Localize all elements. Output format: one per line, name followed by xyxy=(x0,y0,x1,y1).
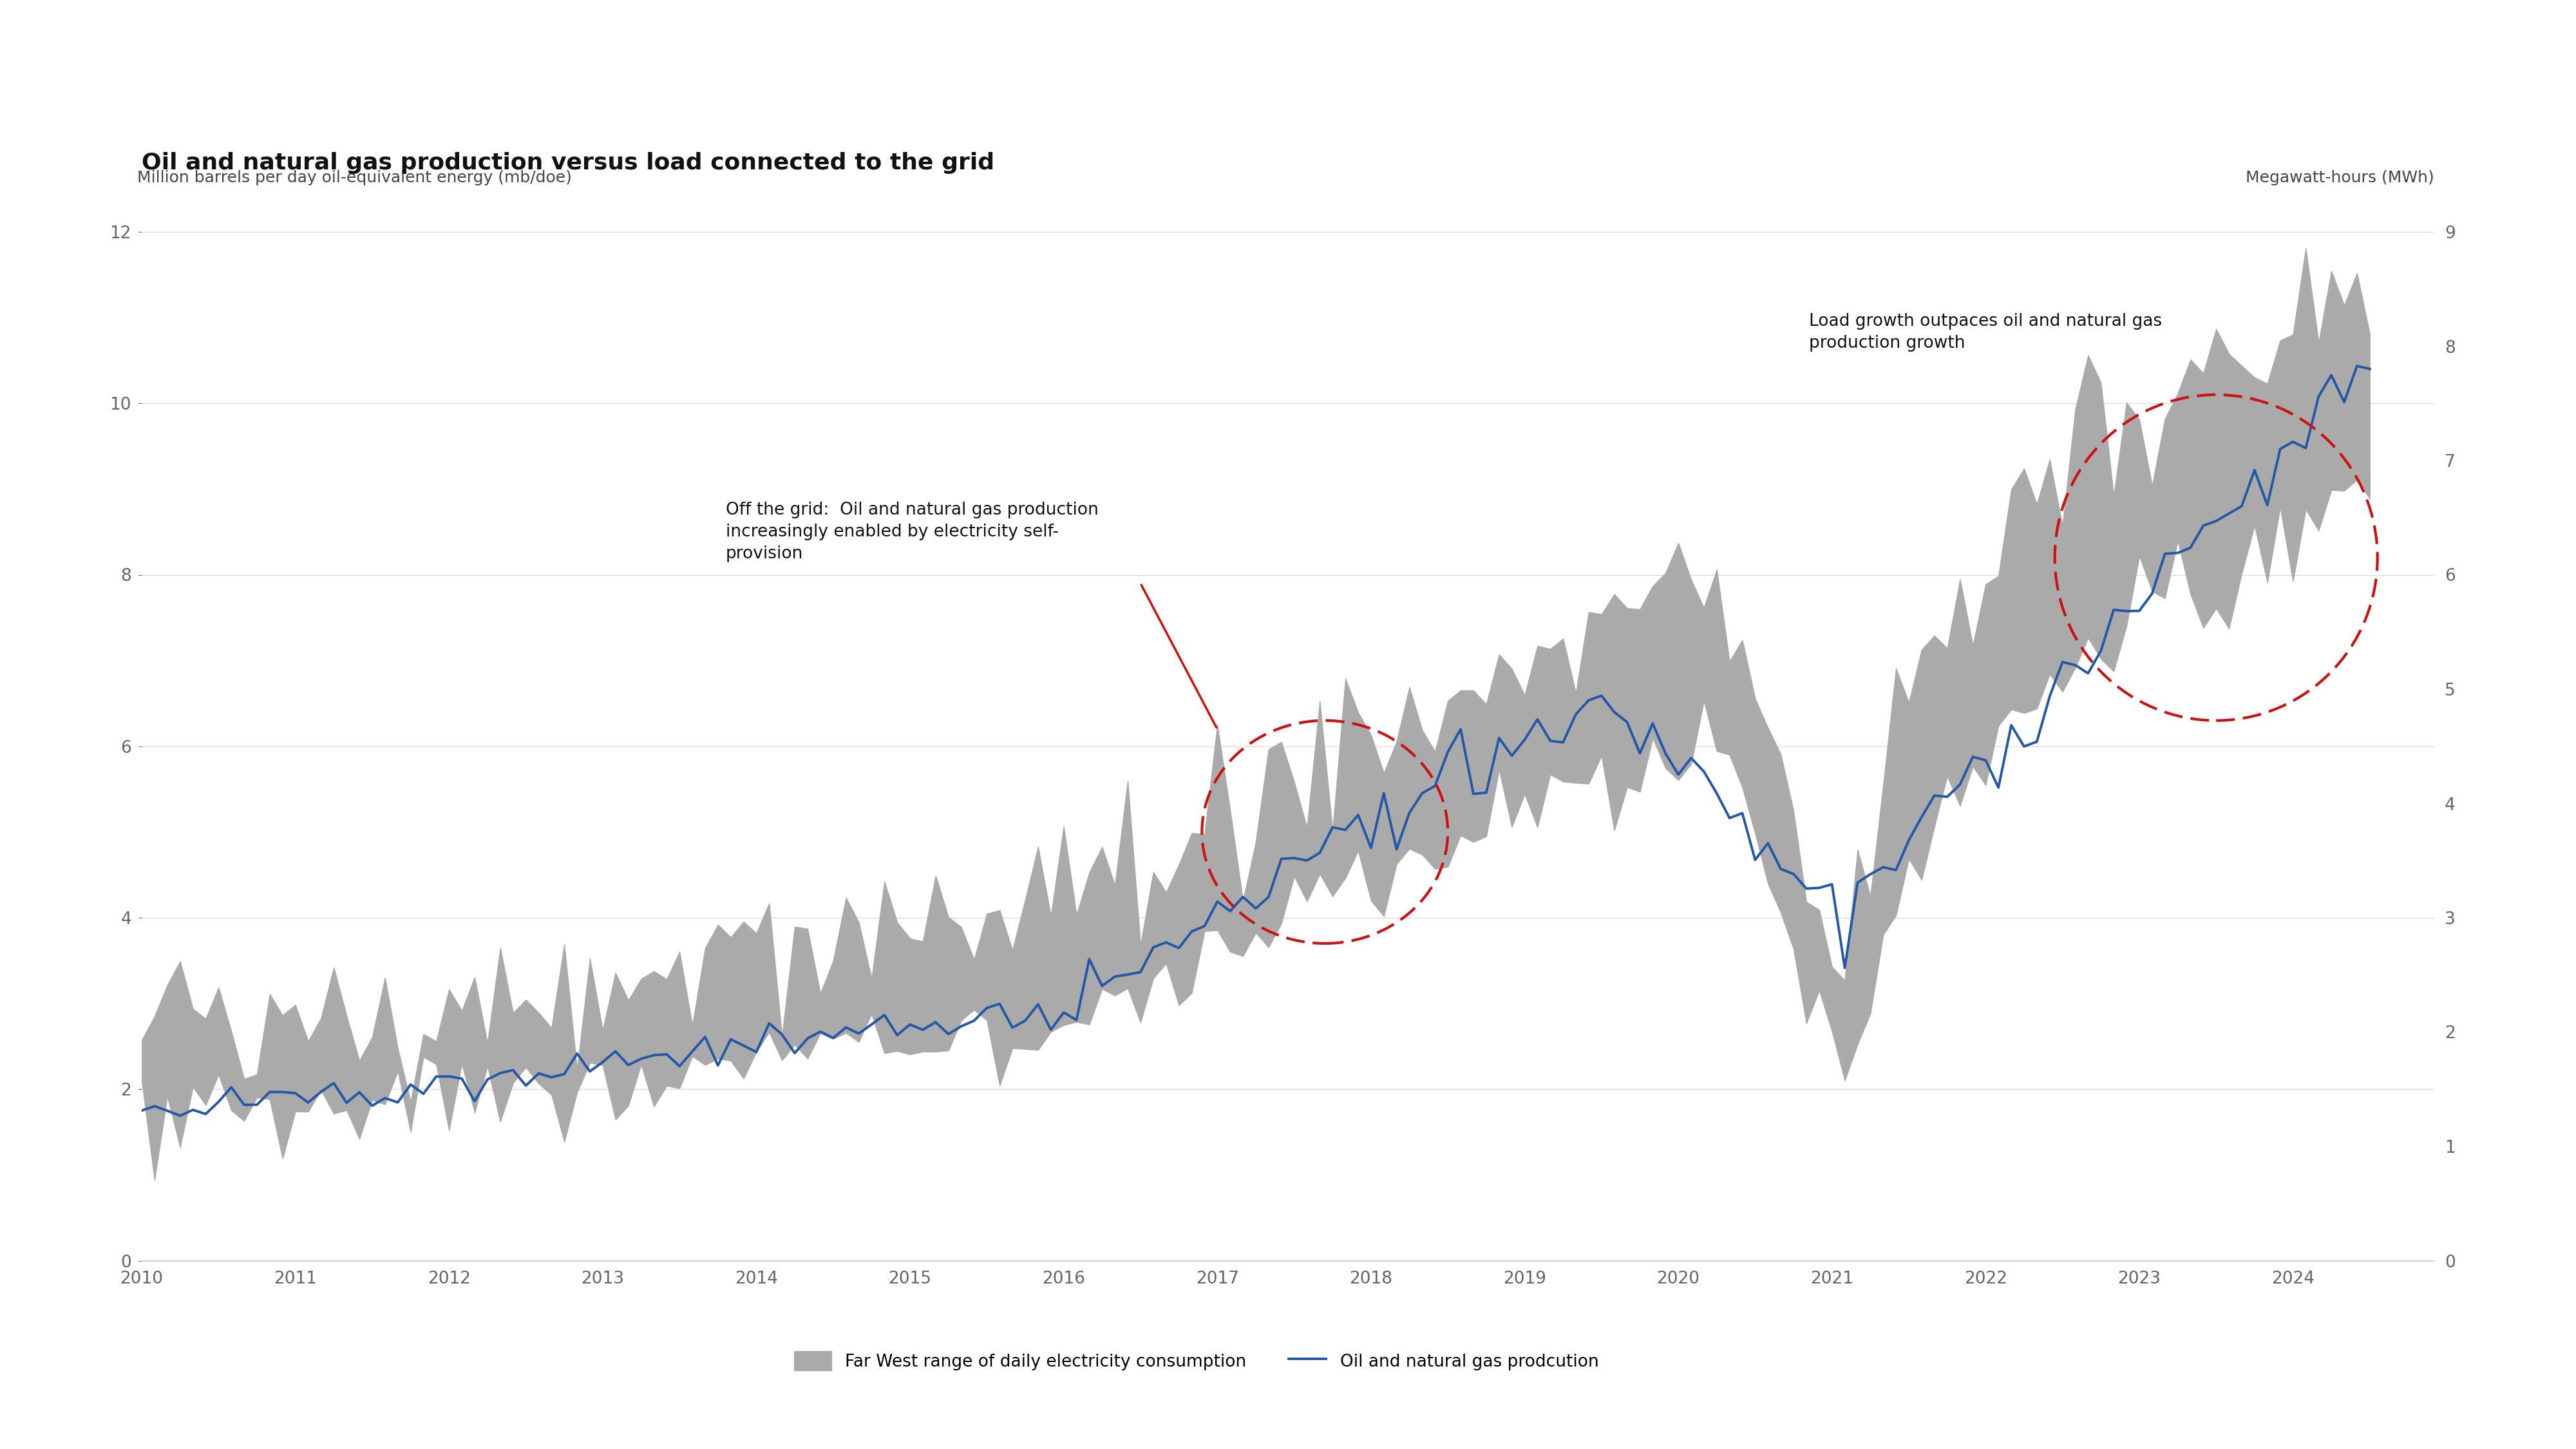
Text: Million barrels per day oil-equivalent energy (mb/doe): Million barrels per day oil-equivalent e… xyxy=(137,170,572,185)
Text: Oil and natural gas production versus load connected to the grid: Oil and natural gas production versus lo… xyxy=(142,152,994,174)
Legend: Far West range of daily electricity consumption, Oil and natural gas prodcution: Far West range of daily electricity cons… xyxy=(793,1350,1600,1371)
Text: Load growth outpaces oil and natural gas
production growth: Load growth outpaces oil and natural gas… xyxy=(1808,313,2161,352)
Text: Off the grid:  Oil and natural gas production
increasingly enabled by electricit: Off the grid: Oil and natural gas produc… xyxy=(726,501,1097,562)
Text: Megawatt-hours (MWh): Megawatt-hours (MWh) xyxy=(2246,170,2434,185)
